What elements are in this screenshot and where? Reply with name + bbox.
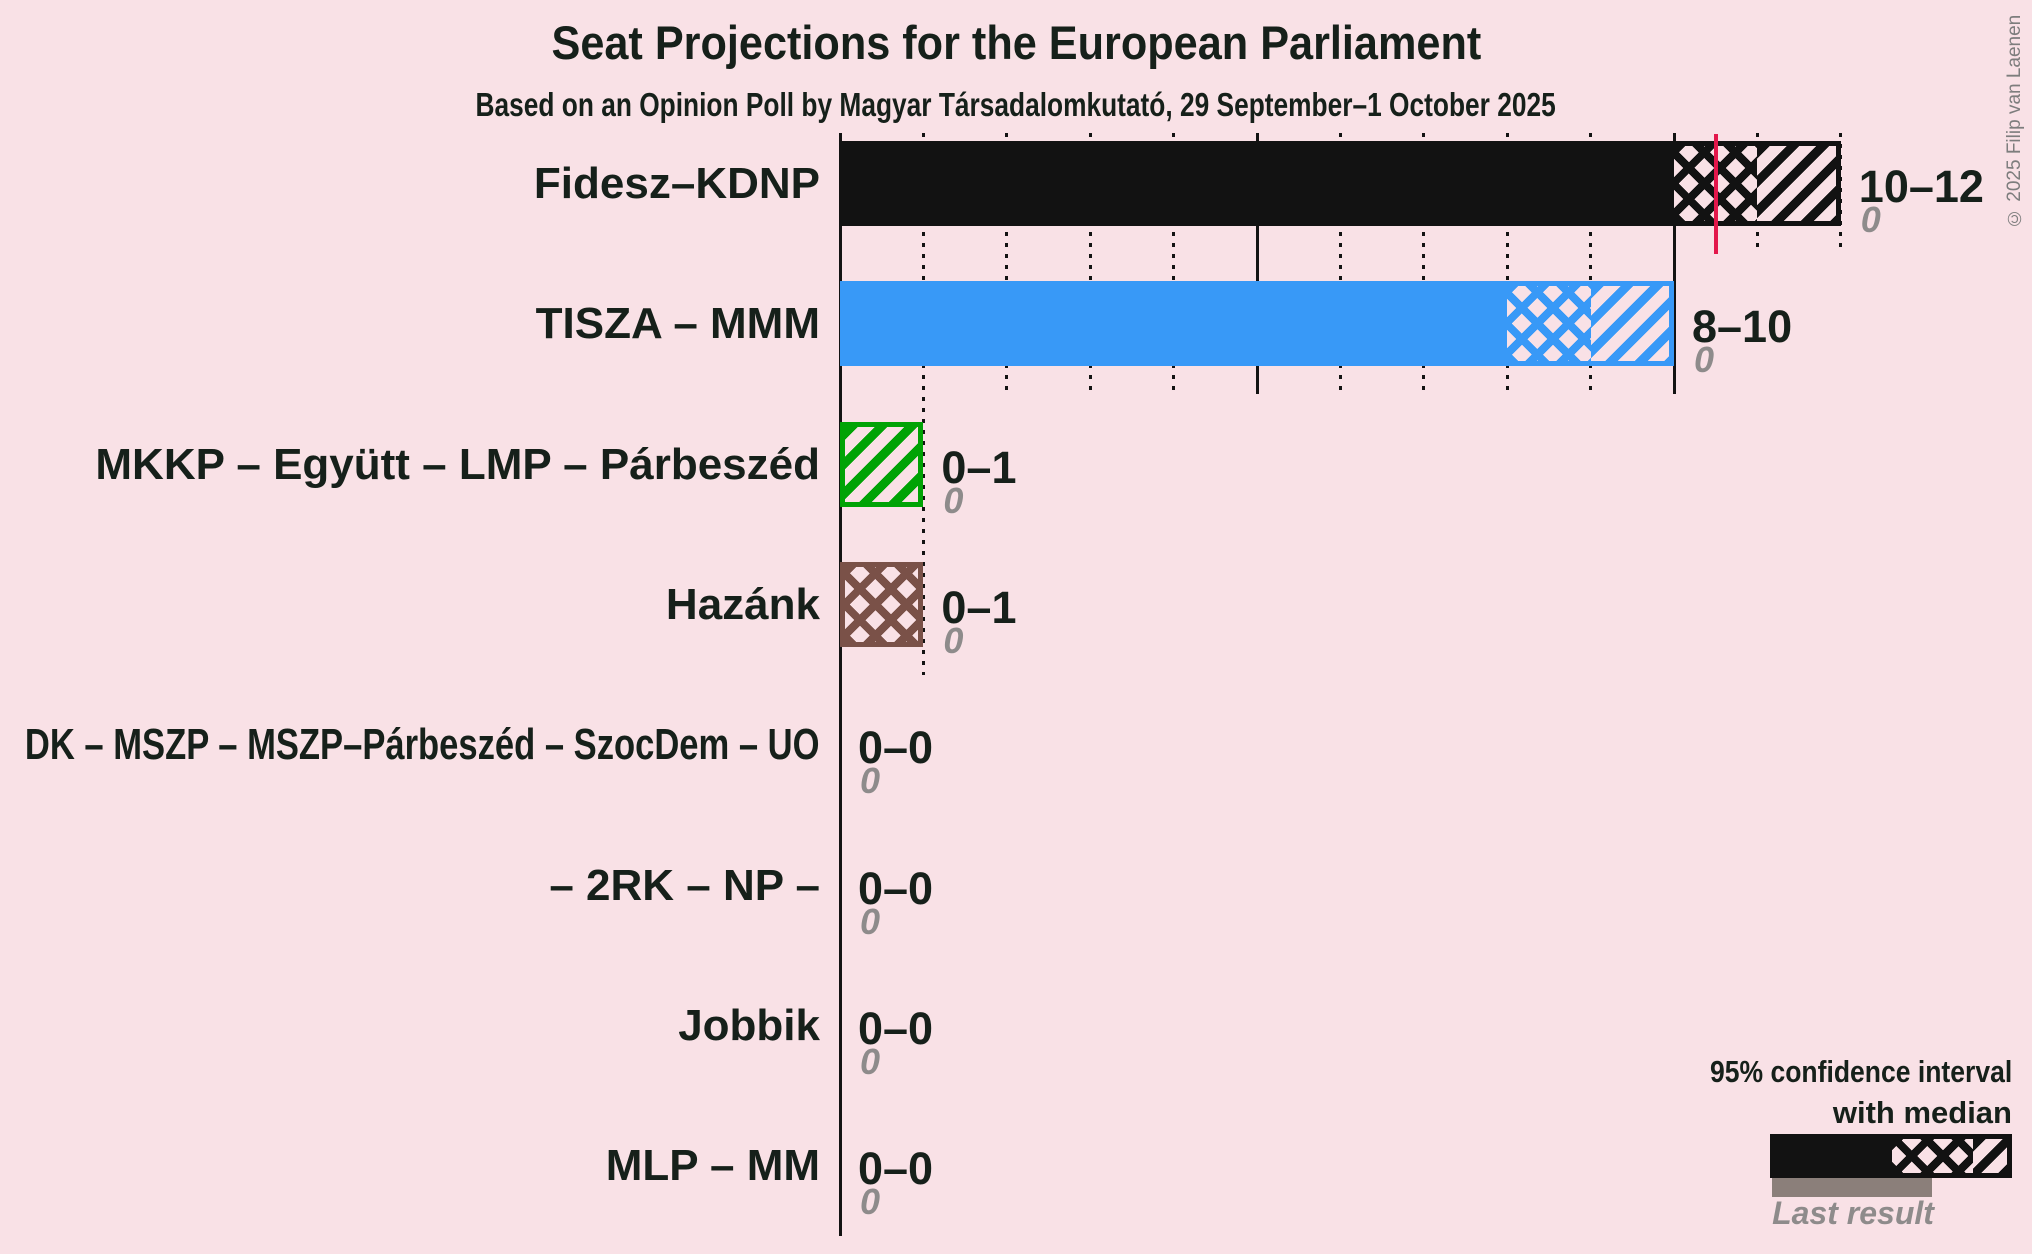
last-result-value: 0 [1860, 199, 1881, 240]
gridline-dotted [1422, 133, 1426, 395]
copyright-text: © 2025 Filip van Laenen [2004, 14, 2025, 228]
ci-range-label: 0–0 [858, 722, 934, 773]
party-label: DK – MSZP – MSZP–Párbeszéd – SzocDem – U… [25, 720, 820, 769]
legend-ci-wrap-2: with median [1512, 1093, 2012, 1133]
page-title-wrap: Seat Projections for the European Parlia… [0, 16, 2032, 70]
confidence-bar [840, 562, 924, 647]
party-label: MLP – MM [605, 1141, 820, 1190]
last-result-value: 0 [943, 620, 964, 661]
gridline-dotted [1005, 133, 1009, 395]
bar-crosshatch-segment [1507, 286, 1591, 361]
ci-range-label: 0–1 [941, 442, 1017, 493]
party-label: Fidesz–KDNP [533, 159, 820, 208]
bar-diagonal-segment [1590, 286, 1669, 361]
party-label: Hazánk [665, 580, 820, 629]
last-result-value: 0 [860, 760, 881, 801]
bar-crosshatch-segment [845, 567, 919, 642]
legend-solid-segment [1775, 1139, 1892, 1173]
gridline-dotted [1589, 133, 1593, 395]
gridline-solid [1255, 133, 1259, 395]
page-subtitle: Based on an Opinion Poll by Magyar Társa… [475, 86, 1557, 123]
bar-diagonal-segment [1757, 146, 1836, 221]
legend-sample-bar [1770, 1134, 2012, 1178]
confidence-bar [840, 141, 1841, 226]
gridline-solid [1672, 133, 1676, 395]
legend-last-result-label: Last result [1772, 1195, 1934, 1231]
gridline-dotted [1338, 133, 1342, 395]
bar-diagonal-segment [845, 427, 919, 502]
ci-range-label: 0–0 [858, 1003, 934, 1054]
legend-diagonal-segment [1973, 1139, 2007, 1173]
legend-ci-label-line2: with median [1832, 1095, 2012, 1130]
party-label: Jobbik [678, 1001, 820, 1050]
ci-range-label: 8–10 [1692, 301, 1793, 352]
last-result-value: 0 [860, 1181, 881, 1222]
ci-range-label: 10–12 [1858, 161, 1984, 212]
confidence-bar [840, 422, 924, 507]
gridline-dotted [1088, 133, 1092, 395]
gridline-solid [838, 133, 842, 1237]
confidence-bar [840, 281, 1674, 366]
party-label: – 2RK – NP – [549, 861, 820, 910]
legend-ci-label-line1: 95% confidence interval [1709, 1054, 2012, 1089]
gridline-dotted [1839, 133, 1843, 254]
last-result-value: 0 [860, 1041, 881, 1082]
legend-crosshatch-segment [1892, 1139, 1973, 1173]
party-label: MKKP – Együtt – LMP – Párbeszéd [95, 440, 820, 489]
legend-ci-wrap-1: 95% confidence interval [1512, 1052, 2012, 1092]
gridline-dotted [1172, 133, 1176, 395]
legend-last-result-wrap: Last result [1753, 1192, 1953, 1234]
page-title: Seat Projections for the European Parlia… [551, 16, 1481, 69]
gridline-dotted [1505, 133, 1509, 395]
last-result-value: 0 [943, 480, 964, 521]
party-label: TISZA – MMM [535, 299, 820, 348]
last-result-value: 0 [1694, 339, 1715, 380]
page-subtitle-wrap: Based on an Opinion Poll by Magyar Társa… [0, 84, 2032, 126]
gridline-dotted [921, 133, 925, 675]
last-result-value: 0 [860, 901, 881, 942]
ci-range-label: 0–0 [858, 863, 934, 914]
bar-solid-segment [845, 146, 1674, 221]
bar-solid-segment [845, 286, 1508, 361]
median-line [1713, 134, 1718, 254]
legend-last-result-bar [1772, 1178, 1932, 1197]
ci-range-label: 0–1 [941, 582, 1017, 633]
ci-range-label: 0–0 [858, 1143, 934, 1194]
